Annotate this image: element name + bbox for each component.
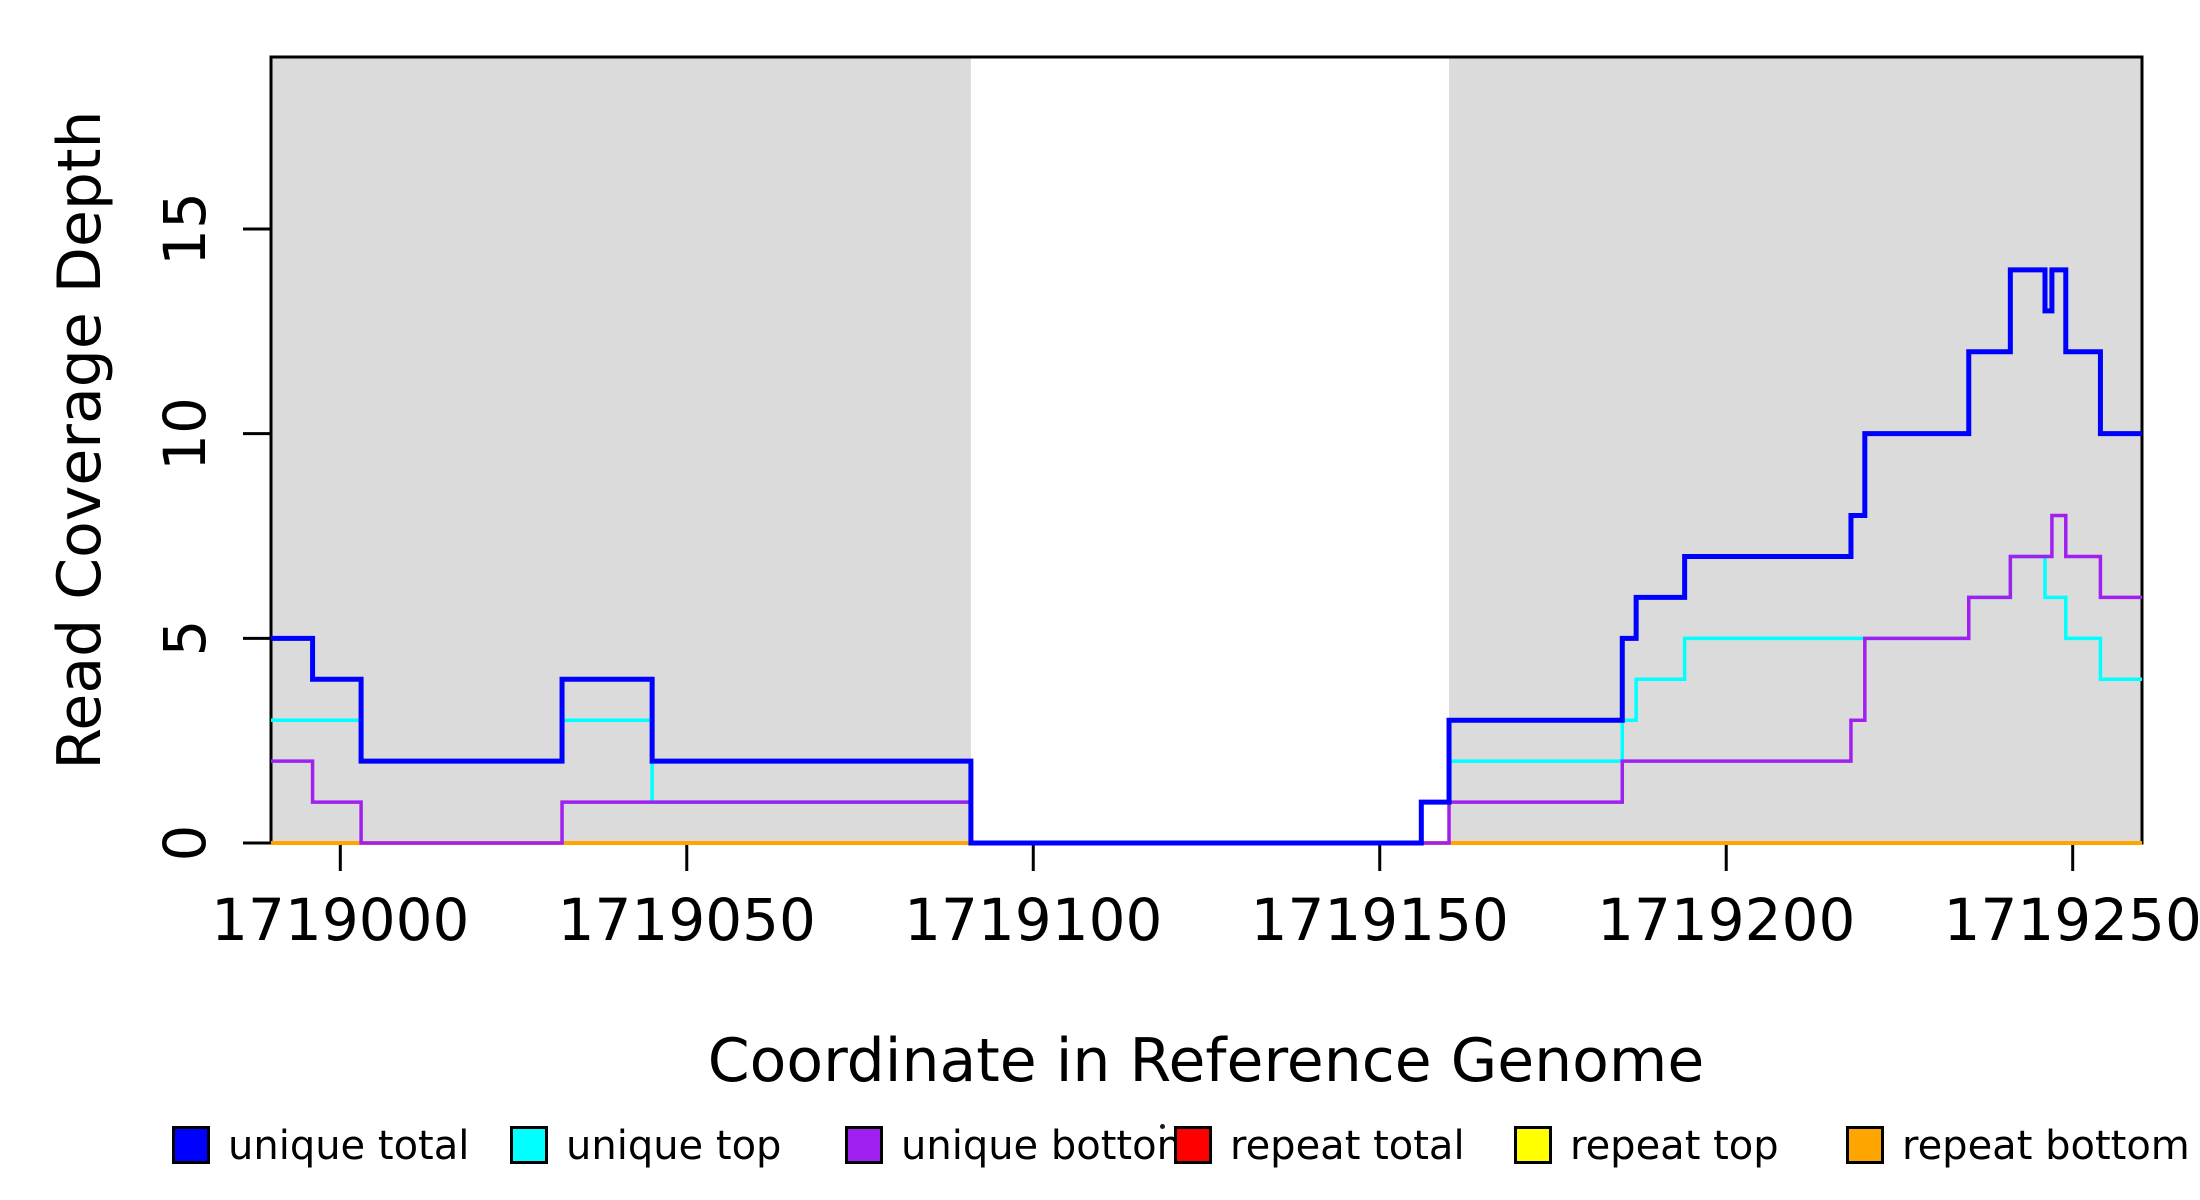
x-tick-label: 1719250 — [1943, 886, 2200, 954]
legend-label: repeat bottom — [1902, 1123, 2190, 1169]
x-tick-label: 1719150 — [1250, 886, 1509, 954]
unique-region-right-shading — [1449, 57, 2142, 843]
series-unique-top — [271, 554, 2142, 845]
x-axis-title: Coordinate in Reference Genome — [707, 1026, 1705, 1096]
y-tick-label: 0 — [151, 824, 219, 862]
legend-swatch-repeat-bottom — [1846, 1126, 1884, 1164]
x-tick-label: 1719000 — [211, 886, 470, 954]
legend-label: unique top — [566, 1123, 782, 1169]
series-unique-total — [271, 267, 2142, 846]
y-axis-title: Read Coverage Depth — [45, 110, 115, 770]
series-unique-bottom — [271, 513, 2142, 845]
x-tick-label: 1719200 — [1597, 886, 1856, 954]
legend-swatch-unique-bottom — [845, 1126, 883, 1164]
legend-label: repeat top — [1570, 1123, 1779, 1169]
unique-region-left-shading — [271, 57, 971, 843]
y-tick-label: 10 — [151, 396, 219, 471]
legend-label: repeat total — [1230, 1123, 1465, 1169]
legend-swatch-unique-total — [172, 1126, 210, 1164]
legend-swatch-unique-top — [510, 1126, 548, 1164]
stray-dot — [1160, 1124, 1165, 1129]
legend-swatch-repeat-top — [1514, 1126, 1552, 1164]
y-tick-label: 5 — [151, 619, 219, 657]
legend-label: unique bottom — [901, 1123, 1196, 1169]
y-tick-label: 15 — [151, 192, 219, 266]
legend-swatch-repeat-total — [1174, 1126, 1212, 1164]
legend-label: unique total — [228, 1123, 470, 1169]
x-tick-label: 1719100 — [904, 886, 1163, 954]
x-tick-label: 1719050 — [557, 886, 816, 954]
